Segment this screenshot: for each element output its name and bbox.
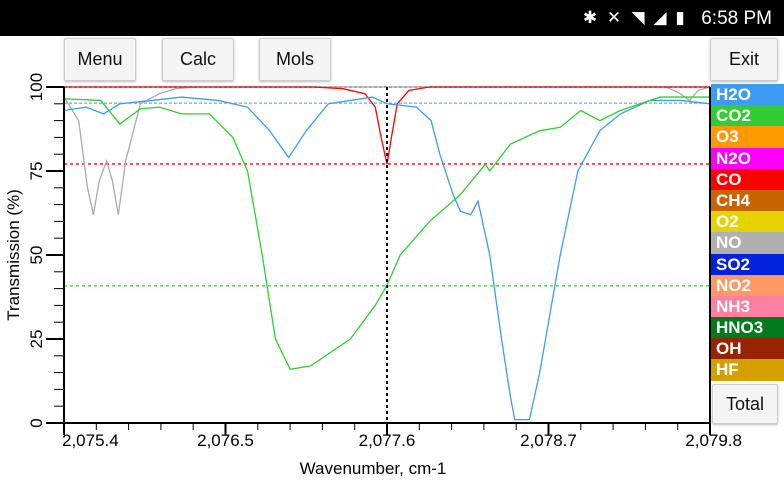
y-axis-label: Transmission (%) — [4, 189, 23, 321]
x-axis-label: Wavenumber, cm-1 — [300, 459, 447, 478]
legend-item-nh3[interactable]: NH3 — [711, 295, 784, 318]
series-co2 — [63, 96, 710, 370]
legend-item-o2[interactable]: O2 — [711, 211, 784, 233]
x-tick-label: 2,078.7 — [520, 431, 577, 450]
series-h2o — [63, 96, 711, 421]
legend-item-hf[interactable]: HF — [711, 359, 784, 381]
legend-item-co[interactable]: CO — [711, 168, 784, 190]
molecule-legend: H2O CO2 O3 N2O CO CH4 O2 NO SO2 NO2 NH3 HNO3 OH HF — [711, 84, 784, 382]
legend-item-co2[interactable]: CO2 — [711, 105, 784, 127]
exit-button[interactable]: Exit — [710, 38, 778, 81]
legend-item-oh[interactable]: OH — [711, 338, 784, 360]
x-tick-label: 2,076.5 — [197, 431, 254, 450]
y-tick-label: 0 — [27, 418, 46, 427]
legend-item-no2[interactable]: NO2 — [711, 274, 784, 296]
legend-item-no[interactable]: NO — [711, 232, 784, 254]
y-tick-label: 100 — [27, 73, 46, 101]
total-button[interactable]: Total — [712, 384, 778, 424]
x-tick-label: 2,077.6 — [359, 431, 416, 450]
legend-item-h2o[interactable]: H2O — [711, 84, 784, 106]
signal-icon: ◢ — [653, 8, 667, 27]
legend-item-n2o[interactable]: N2O — [711, 147, 784, 169]
y-tick-label: 50 — [27, 246, 46, 265]
series-co — [64, 86, 710, 165]
clock: 6:58 PM — [701, 8, 772, 29]
battery-icon: ▮ — [675, 8, 685, 27]
legend-item-so2[interactable]: SO2 — [711, 253, 784, 275]
calc-button[interactable]: Calc — [162, 38, 234, 81]
mols-button[interactable]: Mols — [259, 38, 331, 81]
mute-icon: ✕ — [606, 8, 622, 27]
legend-item-ch4[interactable]: CH4 — [711, 189, 784, 212]
legend-item-hno3[interactable]: HNO3 — [711, 317, 784, 339]
x-tick-label: 2,079.8 — [685, 431, 742, 450]
y-tick-label: 75 — [27, 162, 46, 181]
y-tick-label: 25 — [27, 330, 46, 349]
status-bar: ✱ ✕ ◥ ◢ ▮ 6:58 PM — [0, 0, 784, 36]
legend-item-o3[interactable]: O3 — [711, 126, 784, 148]
bluetooth-icon: ✱ — [582, 8, 598, 27]
x-tick-label: 2,075.4 — [62, 431, 119, 450]
menu-button[interactable]: Menu — [64, 38, 136, 81]
series-no — [63, 86, 711, 215]
wifi-icon: ◥ — [631, 8, 645, 27]
